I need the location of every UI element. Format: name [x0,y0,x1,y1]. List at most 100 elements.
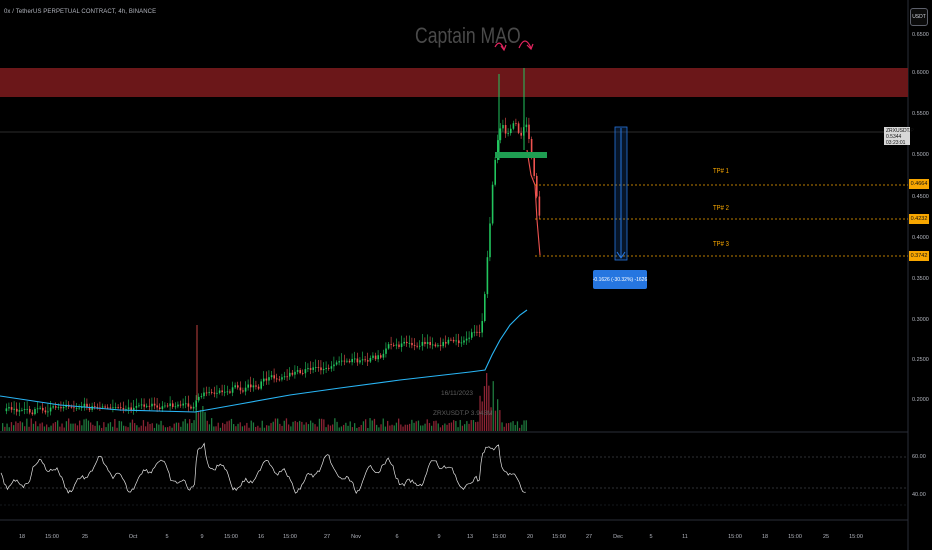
time-axis-label: 25 [822,534,830,540]
candle-body [164,405,166,407]
candle-body [322,368,325,371]
currency-button[interactable]: USDT [910,8,928,26]
volume-bar [373,418,376,431]
symbol-title: 0x / TetherUS PERPETUAL CONTRACT, 4h, BI… [4,9,157,15]
last-price-tag[interactable]: ZRXUSDT.P 0.5344 03:23:01 [884,127,914,146]
candle-body [439,345,442,347]
volume-bar [171,427,173,431]
volume-bar [292,421,294,431]
time-axis-label: 20 [526,534,534,540]
volume-bar [8,427,10,431]
candle-body [140,404,143,406]
tp3-label[interactable]: TP# 3 [713,241,729,248]
candle-body [486,257,489,295]
tp2-label[interactable]: TP# 2 [713,205,729,212]
candle-body [502,125,504,129]
price-axis-label: 0.6500 [912,32,929,38]
volume-bar [318,418,321,431]
volume-bar [404,424,406,431]
candle-body [205,392,208,394]
volume-bar [398,418,400,431]
volume-bar [43,426,46,431]
candle-body [476,331,478,333]
volume-bar [444,423,446,431]
candle-body [192,406,195,409]
volume-bar [470,420,472,431]
time-axis-label: 27 [323,534,331,540]
volume-bar [151,423,153,431]
price-axis-label: 0.4500 [912,194,929,200]
tp3-price-tag[interactable]: 0.3742 [909,251,929,261]
volume-bar [195,401,197,431]
volume-bar [521,424,523,431]
volume-bar [24,426,26,431]
volume-bar [257,425,259,431]
volume-bar [32,423,35,431]
volume-bar [68,418,70,431]
candle-body [47,411,49,413]
candle-body [120,407,122,409]
volume-bar [316,426,318,431]
candle-body [86,403,88,407]
candle-body [369,357,372,362]
candle-body [88,406,91,410]
time-axis-label: 15:00 [849,534,863,540]
candle-body [424,341,426,344]
tp2-price-tag[interactable]: 0.4232 [909,214,929,224]
volume-bar [162,425,164,431]
candle-body [341,360,343,362]
volume-bar [457,427,459,431]
candle-body [343,360,346,362]
volume-bar [450,422,453,431]
candle-body [153,403,156,406]
volume-bar [290,426,292,431]
time-axis-label: 11 [682,534,688,540]
volume-bar [343,424,345,431]
volume-bar [312,422,314,431]
candle-body [390,344,392,345]
volume-bar [127,427,129,431]
volume-bar [19,421,21,431]
candle-body [494,159,496,185]
volume-bar [338,427,340,431]
volume-bar [505,423,508,431]
time-axis-label: 18 [18,534,26,540]
volume-bar [380,424,382,431]
candle-body [42,407,44,411]
volume-bar [76,425,79,431]
volume-bar [420,425,422,431]
candle-body [101,406,104,408]
volume-bar [112,426,114,431]
candle-body [239,387,242,391]
oscillator-line [0,442,526,494]
tp1-label[interactable]: TP# 1 [713,168,729,175]
volume-bar [6,423,8,431]
volume-bar [314,424,316,431]
price-axis-label: 0.3000 [912,317,929,323]
volume-bar [237,423,239,431]
volume-bar [103,422,105,431]
volume-bar [182,421,184,431]
volume-bar [79,420,81,431]
time-axis-label: 13 [466,534,474,540]
volume-bar [270,423,272,431]
volume-bar [310,420,312,431]
volume-bar [305,422,307,431]
volume-bar [15,421,17,431]
measure-result-box[interactable]: -0.1626 (-30.32%) -1626 [593,270,647,289]
candle-body [528,124,530,140]
volume-bar [327,424,329,431]
candle-body [416,345,418,347]
candle-body [504,125,507,134]
volume-bar [356,427,358,431]
time-axis-label: Dec [613,534,623,540]
volume-bar [178,422,180,431]
candle-body [268,377,270,381]
time-axis-label: 9 [437,534,441,540]
volume-bar [101,427,103,431]
tp1-price-tag[interactable]: 0.4664 [909,179,929,189]
candle-body [18,410,21,412]
candle-body [247,384,249,388]
